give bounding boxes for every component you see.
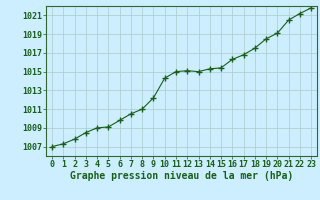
X-axis label: Graphe pression niveau de la mer (hPa): Graphe pression niveau de la mer (hPa) (70, 171, 293, 181)
